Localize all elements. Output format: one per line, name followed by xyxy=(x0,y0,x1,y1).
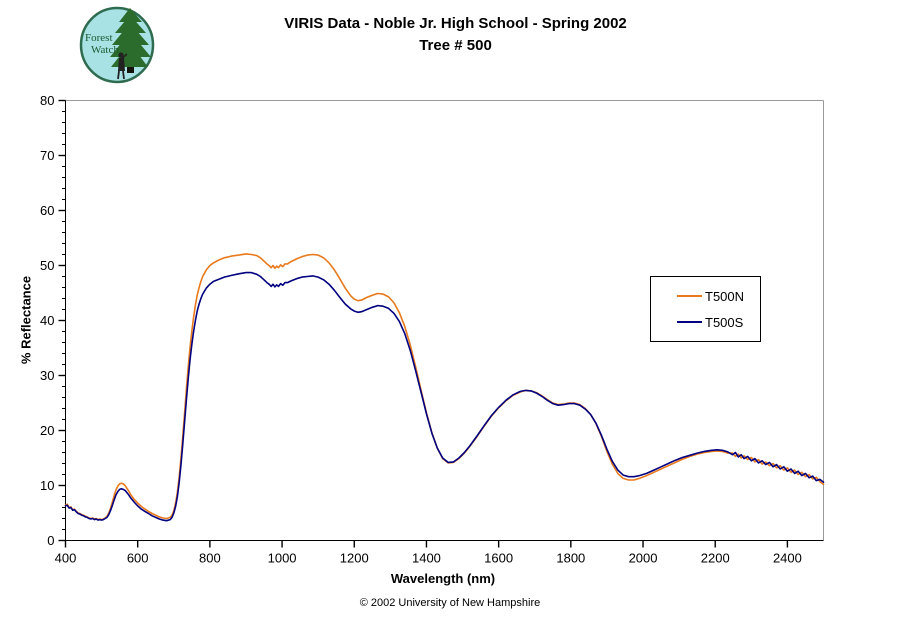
y-tick-label: 70 xyxy=(40,148,54,163)
series-line-t500n xyxy=(64,253,825,521)
legend-item-t500s: T500S xyxy=(651,315,760,330)
y-tick-label: 30 xyxy=(40,368,54,383)
x-tick-label: 400 xyxy=(55,551,77,566)
x-tick-label: 1200 xyxy=(340,551,369,566)
x-tick-label: 800 xyxy=(199,551,221,566)
x-tick-label: 2000 xyxy=(629,551,658,566)
legend-label-t500n: T500N xyxy=(705,288,745,304)
y-tick-label: 50 xyxy=(40,258,54,273)
x-tick-label: 1000 xyxy=(268,551,297,566)
y-tick-label: 40 xyxy=(40,313,54,328)
chart-title-line2: Tree # 500 xyxy=(419,37,492,54)
y-tick-label: 10 xyxy=(40,478,54,493)
forest-watch-logo: Forest Watch xyxy=(78,5,156,85)
x-tick-label: 600 xyxy=(127,551,149,566)
legend-item-t500n: T500N xyxy=(651,289,760,304)
x-tick-label: 2200 xyxy=(701,551,730,566)
x-tick-label: 2400 xyxy=(773,551,802,566)
forest-watch-logo-image: Forest Watch xyxy=(79,6,155,84)
logo-text-line1: Forest xyxy=(85,32,113,44)
person-icon xyxy=(117,52,128,80)
x-tick-label: 1800 xyxy=(556,551,585,566)
chart-title: VIRIS Data - Noble Jr. High School - Spr… xyxy=(0,13,911,57)
legend-label-t500s: T500S xyxy=(705,314,744,330)
y-tick-label: 60 xyxy=(40,203,54,218)
legend-line-t500n xyxy=(677,295,702,297)
y-tick-label: 80 xyxy=(40,93,54,108)
x-tick-label: 1600 xyxy=(484,551,513,566)
copyright-text: © 2002 University of New Hampshire xyxy=(359,597,541,609)
y-tick-label: 0 xyxy=(47,533,54,548)
x-axis-label: Wavelength (nm) xyxy=(390,571,496,586)
legend: T500N T500S xyxy=(650,276,761,342)
legend-line-t500s xyxy=(677,321,702,323)
y-tick-label: 20 xyxy=(40,423,54,438)
x-tick-label: 1400 xyxy=(412,551,441,566)
series-line-t500s xyxy=(64,271,825,522)
logo-text-line2: Watch xyxy=(91,44,119,56)
chart-title-line1: VIRIS Data - Noble Jr. High School - Spr… xyxy=(284,15,627,32)
y-axis-label: % Reflectance xyxy=(18,275,34,365)
